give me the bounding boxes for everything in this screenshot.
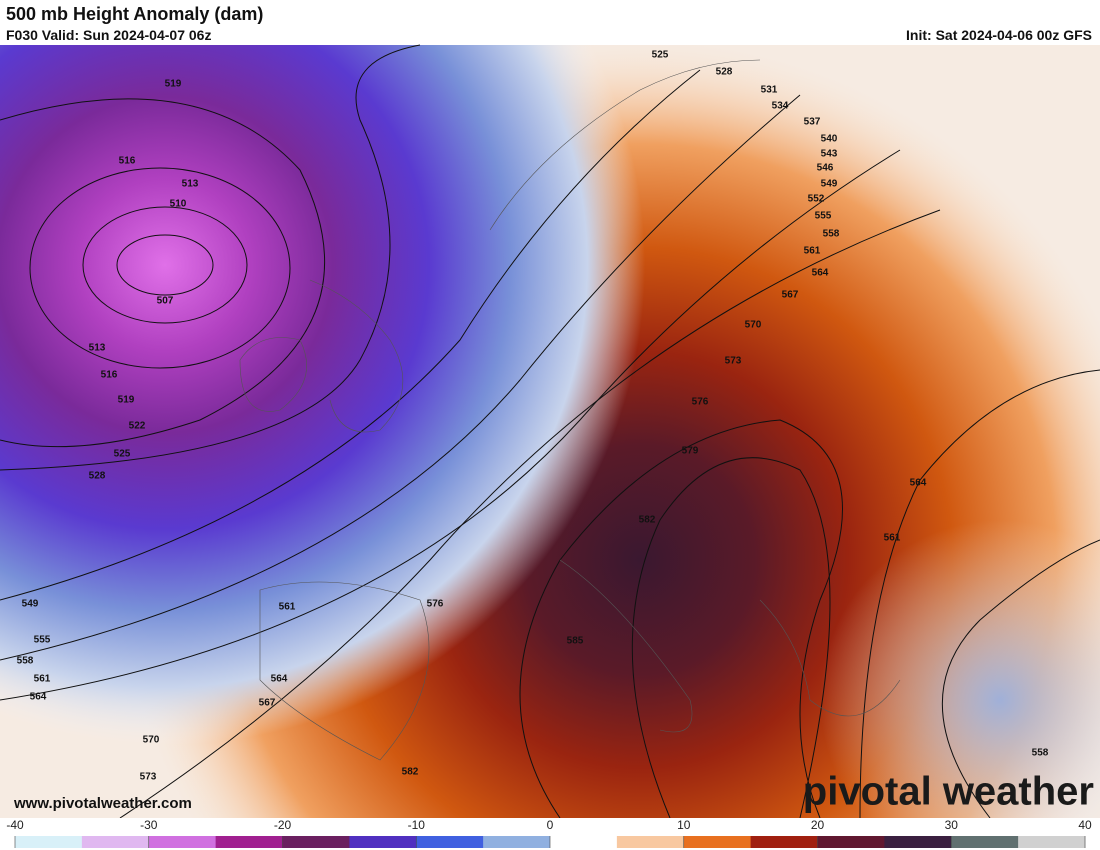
contour-label: 531 [761, 85, 778, 96]
contour-label: 537 [804, 117, 821, 128]
colorbar-swatch [483, 836, 551, 848]
contour-label: 555 [815, 211, 832, 222]
contour-label: 510 [170, 199, 187, 210]
colorbar-tick-label: 30 [945, 818, 959, 832]
colorbar-swatch [884, 836, 952, 848]
contour-label: 570 [745, 320, 762, 331]
colorbar-swatch [817, 836, 885, 848]
colorbar-swatch [215, 836, 283, 848]
colorbar-swatch [951, 836, 1019, 848]
contour-label: 543 [821, 149, 838, 160]
contour-label: 561 [804, 246, 821, 257]
contour-label: 567 [259, 698, 276, 709]
contour-label: 561 [34, 674, 51, 685]
colorbar-swatch [148, 836, 217, 848]
contour-label: 513 [89, 343, 106, 354]
contour-label: 549 [821, 179, 838, 190]
contour-label: 582 [639, 515, 656, 526]
contour-label: 519 [118, 395, 135, 406]
contour-label: 585 [567, 636, 584, 647]
colorbar-swatch [15, 836, 83, 848]
contour-label: 522 [129, 421, 146, 432]
contour-label: 579 [682, 446, 699, 457]
colorbar-swatch [282, 836, 350, 848]
colorbar-tick-label: -30 [140, 818, 158, 832]
site-url: www.pivotalweather.com [13, 795, 192, 812]
contour-label: 573 [140, 772, 157, 783]
colorbar-tick-label: 20 [811, 818, 825, 832]
brand-watermark: pivotal weather [803, 770, 1094, 814]
valid-time: F030 Valid: Sun 2024-04-07 06z [6, 27, 212, 43]
contour-label: 576 [692, 397, 709, 408]
coastlines [239, 59, 901, 761]
colorbar-tick-label: 10 [677, 818, 691, 832]
colorbar-swatch [1018, 836, 1086, 848]
contour-label: 561 [279, 602, 296, 613]
colorbar-swatch [349, 836, 417, 848]
contour-label: 555 [34, 635, 51, 646]
contour-label: 528 [716, 67, 733, 78]
contour-label: 507 [157, 296, 174, 307]
contour-label: 519 [165, 79, 182, 90]
colorbar-swatch [750, 836, 818, 848]
contour-label: 525 [114, 449, 131, 460]
contour-label: 549 [22, 599, 39, 610]
contour-label: 564 [30, 692, 47, 703]
colorbar-swatch [550, 836, 618, 848]
contour-label: 525 [652, 50, 669, 61]
colorbar-tick-label: -20 [274, 818, 292, 832]
colorbar-tick-label: 0 [547, 818, 554, 832]
contour-label: 540 [821, 134, 838, 145]
contour-label: 573 [725, 356, 742, 367]
colorbar-swatch [81, 836, 150, 848]
contour-label: 576 [427, 599, 444, 610]
contour-label: 516 [101, 370, 118, 381]
contour-label: 558 [17, 656, 34, 667]
low-shading [0, 45, 1100, 818]
contour-label: 558 [823, 229, 840, 240]
contour-label: 552 [808, 194, 825, 205]
contour-label: 528 [89, 471, 106, 482]
colorbar-tick-label: -40 [6, 818, 24, 832]
contour-label: 561 [884, 533, 901, 544]
contour-label: 570 [143, 735, 160, 746]
contour-lines [0, 44, 1100, 819]
init-time: Init: Sat 2024-04-06 00z GFS [906, 27, 1092, 43]
contour-label: 516 [119, 156, 136, 167]
contour-label: 564 [271, 674, 288, 685]
contour-label: 564 [910, 478, 927, 489]
colorbar-swatch [416, 836, 484, 848]
contour-label: 582 [402, 767, 419, 778]
contour-label: 534 [772, 101, 789, 112]
contour-label: 513 [182, 179, 199, 190]
contour-label: 564 [812, 268, 829, 279]
contour-label: 546 [817, 163, 834, 174]
colorbar-swatch [616, 836, 685, 848]
contour-label: 558 [1032, 748, 1049, 759]
map-title: 500 mb Height Anomaly (dam) [6, 4, 264, 24]
colorbar-swatch [683, 836, 752, 848]
colorbar-tick-label: -10 [408, 818, 426, 832]
contour-label: 567 [782, 290, 799, 301]
colorbar-tick-label: 40 [1078, 818, 1092, 832]
